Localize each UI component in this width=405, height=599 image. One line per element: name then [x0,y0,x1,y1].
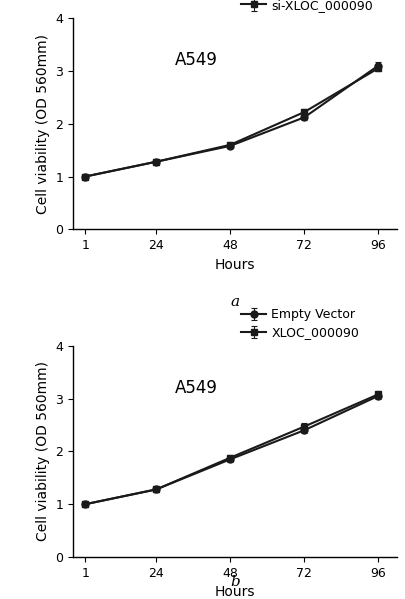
Y-axis label: Cell viability (OD 560mm): Cell viability (OD 560mm) [36,34,50,214]
X-axis label: Hours: Hours [215,258,255,272]
Y-axis label: Cell viability (OD 560mm): Cell viability (OD 560mm) [36,361,50,541]
Text: A549: A549 [175,379,217,397]
Text: A549: A549 [175,52,217,69]
Text: a: a [230,295,239,310]
X-axis label: Hours: Hours [215,585,255,599]
Text: b: b [230,575,240,589]
Legend: si-NC, si-XLOC_000090: si-NC, si-XLOC_000090 [241,0,373,12]
Legend: Empty Vector, XLOC_000090: Empty Vector, XLOC_000090 [241,308,359,340]
